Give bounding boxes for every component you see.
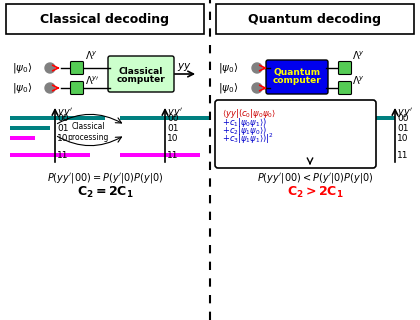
Circle shape (45, 63, 55, 73)
FancyBboxPatch shape (71, 82, 84, 94)
Text: $+c_3|\psi_1\psi_1\rangle)|^2$: $+c_3|\psi_1\psi_1\rangle)|^2$ (222, 132, 274, 146)
Text: $\Lambda^{y}$: $\Lambda^{y}$ (352, 75, 365, 87)
Bar (10, 136, 35, 140)
Text: $yy'$: $yy'$ (167, 106, 183, 120)
Text: Classical decoding: Classical decoding (40, 12, 170, 26)
FancyBboxPatch shape (339, 82, 352, 94)
Text: 00: 00 (397, 114, 409, 123)
Text: 00: 00 (167, 114, 178, 123)
Bar (245, 116, 395, 120)
Text: Quantum: Quantum (273, 68, 320, 76)
Text: $yy'$: $yy'$ (397, 106, 413, 120)
FancyBboxPatch shape (6, 4, 204, 34)
Text: $\mathbf{C_2 = 2C_1}$: $\mathbf{C_2 = 2C_1}$ (77, 184, 133, 200)
Text: $yy'$: $yy'$ (57, 106, 73, 120)
FancyBboxPatch shape (216, 4, 414, 34)
Text: Classical
processing: Classical processing (67, 122, 109, 142)
Bar (120, 116, 210, 120)
Text: 01: 01 (167, 124, 178, 132)
FancyBboxPatch shape (339, 61, 352, 75)
Text: 01: 01 (57, 124, 68, 132)
Text: 10: 10 (57, 133, 68, 142)
Text: 11: 11 (57, 150, 68, 159)
Circle shape (45, 83, 55, 93)
FancyBboxPatch shape (71, 61, 84, 75)
Bar (10, 126, 50, 130)
Text: $|\psi_0\rangle$: $|\psi_0\rangle$ (12, 61, 32, 75)
Text: 11: 11 (167, 150, 178, 159)
Text: $\mathbf{C_2 > 2C_1}$: $\mathbf{C_2 > 2C_1}$ (287, 184, 343, 200)
Text: 00: 00 (57, 114, 68, 123)
Text: $|\psi_0\rangle$: $|\psi_0\rangle$ (218, 81, 239, 95)
Text: $\Lambda^y$: $\Lambda^y$ (352, 50, 365, 62)
Text: $|\psi_0\rangle$: $|\psi_0\rangle$ (218, 61, 239, 75)
Text: 01: 01 (397, 124, 409, 132)
Text: $yy$: $yy$ (177, 61, 192, 73)
Text: $P(yy'|00) = P(y'|0)P(y|0)$: $P(yy'|00) = P(y'|0)P(y|0)$ (47, 171, 163, 185)
Text: $\Lambda^y$: $\Lambda^y$ (85, 50, 98, 62)
Circle shape (252, 63, 262, 73)
Text: computer: computer (273, 76, 321, 84)
Bar (10, 116, 105, 120)
Text: 11: 11 (397, 150, 409, 159)
Text: $\langle yy|(c_0|\psi_0\psi_0\rangle$: $\langle yy|(c_0|\psi_0\psi_0\rangle$ (222, 107, 276, 119)
Text: Quantum decoding: Quantum decoding (249, 12, 381, 26)
FancyBboxPatch shape (215, 100, 376, 168)
Text: computer: computer (117, 75, 165, 84)
Text: 10: 10 (167, 133, 178, 142)
Text: $+c_2|\psi_1\psi_0\rangle)$: $+c_2|\psi_1\psi_0\rangle)$ (222, 124, 267, 137)
Bar (120, 153, 200, 157)
Text: $+c_1|\psi_0\psi_1\rangle)$: $+c_1|\psi_0\psi_1\rangle)$ (222, 116, 267, 129)
FancyBboxPatch shape (108, 56, 174, 92)
Circle shape (252, 83, 262, 93)
Text: 10: 10 (397, 133, 409, 142)
FancyBboxPatch shape (266, 60, 328, 94)
Text: Classical: Classical (119, 67, 163, 76)
Bar (10, 153, 90, 157)
Text: $|\psi_0\rangle$: $|\psi_0\rangle$ (12, 81, 32, 95)
Text: $\Lambda^{y\prime}$: $\Lambda^{y\prime}$ (85, 75, 100, 87)
Text: $P(yy'|00) < P(y'|0)P(y|0)$: $P(yy'|00) < P(y'|0)P(y|0)$ (257, 171, 373, 185)
